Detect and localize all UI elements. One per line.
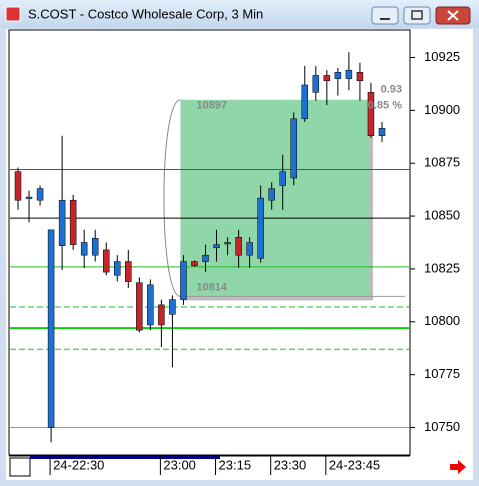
- y-tick-label: 10875: [424, 155, 460, 170]
- candle-body: [147, 284, 154, 326]
- y-tick-label: 10925: [424, 49, 460, 64]
- candle-body: [367, 92, 375, 136]
- scrollbar[interactable]: [30, 456, 220, 459]
- annotation: 10897: [196, 100, 227, 112]
- minimize-button[interactable]: [371, 6, 399, 25]
- candle-body: [14, 171, 22, 201]
- candle-body: [257, 197, 264, 259]
- candle-body: [290, 118, 297, 179]
- x-tick-label: 24-22:30: [53, 457, 104, 472]
- maximize-button[interactable]: [403, 6, 431, 25]
- candle-body: [80, 242, 88, 256]
- candle-body: [36, 188, 44, 201]
- candle-body: [180, 261, 187, 300]
- candle-body: [125, 261, 132, 282]
- y-tick-label: 10850: [424, 208, 460, 223]
- maximize-icon: [411, 10, 423, 20]
- app-icon: [5, 6, 21, 22]
- candle-body: [169, 299, 176, 315]
- zone-arc: [163, 99, 181, 297]
- candle-body: [114, 261, 121, 276]
- candle-body: [235, 236, 242, 256]
- candle-body: [136, 282, 143, 331]
- annotation: 10814: [196, 281, 227, 293]
- y-tick-label: 10825: [424, 260, 460, 275]
- candle-body: [213, 244, 220, 249]
- candle-body: [312, 75, 320, 93]
- y-tick-label: 10800: [424, 313, 460, 328]
- x-tick-label: 23:15: [219, 457, 252, 472]
- x-tick-label: 24-23:45: [329, 457, 380, 472]
- candle-body: [334, 72, 342, 79]
- x-tick-label: 23:30: [274, 457, 307, 472]
- chart: 10750 10775 10800 10825 10850 10875 10900 10925…: [10, 49, 460, 475]
- candle-body: [323, 75, 331, 81]
- candle-body: [202, 254, 209, 262]
- x-tick-label: 23:00: [163, 457, 196, 472]
- candle-body: [345, 69, 353, 79]
- candle-body: [158, 304, 165, 326]
- candle-body: [25, 196, 33, 199]
- candle-body: [356, 72, 364, 81]
- title-bar: [0, 0, 479, 28]
- annotation: 0.93: [381, 84, 402, 96]
- y-tick-label: 10900: [424, 102, 460, 117]
- annotation: 0.85 %: [368, 100, 402, 112]
- candle-body: [191, 261, 198, 267]
- corner-box[interactable]: [9, 457, 31, 477]
- window-title: S.COST - Costco Wholesale Corp, 3 Min: [28, 6, 263, 21]
- close-icon: [447, 10, 459, 21]
- y-tick-label: 10775: [424, 366, 460, 381]
- candle-body: [279, 171, 286, 186]
- candle-body: [58, 199, 66, 246]
- candle-body: [268, 188, 275, 201]
- candle-body: [378, 128, 386, 136]
- candle-body: [47, 229, 55, 428]
- y-tick-label: 10750: [424, 419, 460, 434]
- candle-body: [246, 242, 253, 256]
- scroll-arrow[interactable]: [450, 460, 466, 474]
- candle-body: [301, 84, 309, 120]
- candle-body: [91, 238, 99, 256]
- candle-body: [224, 242, 231, 245]
- candle-body: [102, 249, 110, 273]
- candle-body: [69, 199, 77, 245]
